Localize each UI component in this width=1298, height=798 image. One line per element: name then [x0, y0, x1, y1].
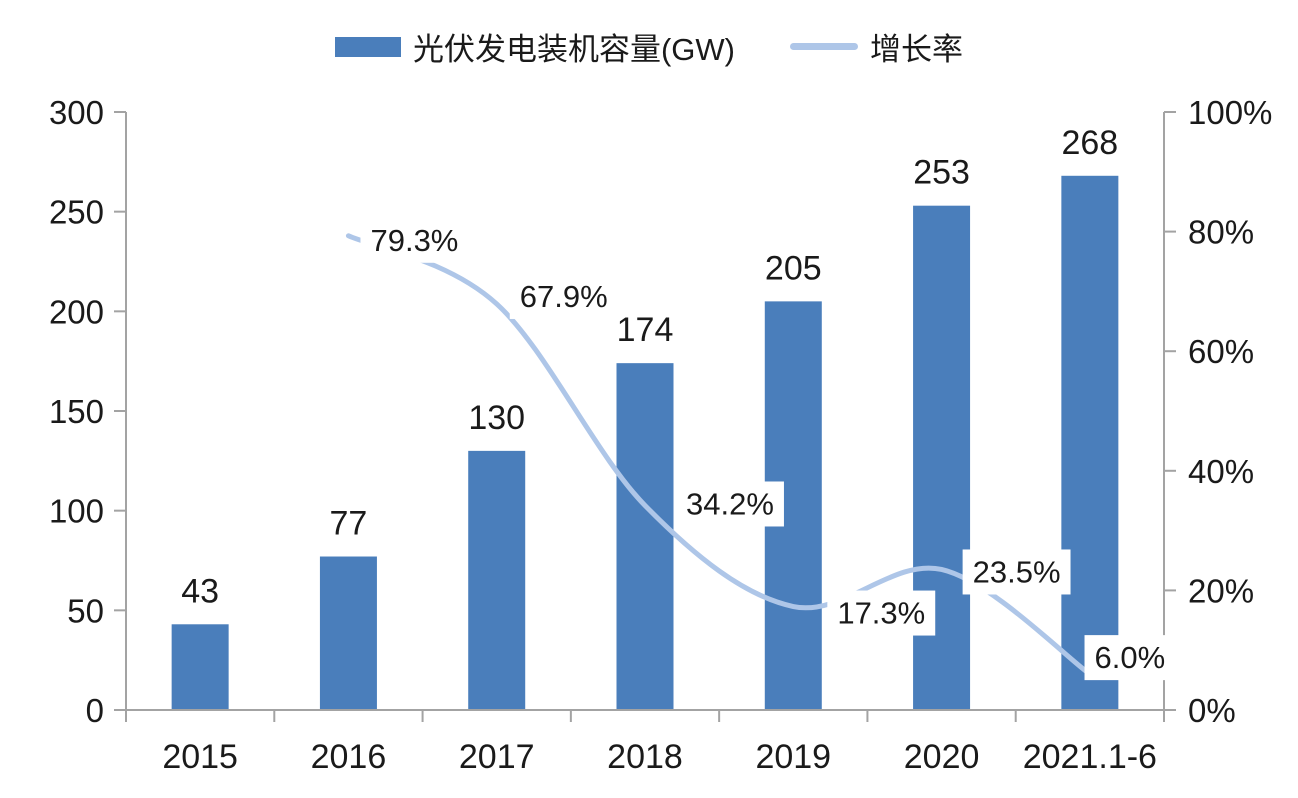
bar-value-label: 43 [181, 572, 219, 610]
left-axis-tick-label: 200 [49, 293, 104, 330]
left-axis-tick-label: 50 [67, 592, 104, 629]
left-axis-tick-label: 250 [49, 194, 104, 231]
line-value-label: 67.9% [520, 279, 608, 314]
x-category-label: 2016 [311, 738, 387, 776]
right-axis-tick-label: 20% [1188, 572, 1254, 609]
legend-item-capacity: 光伏发电装机容量(GW) [334, 24, 736, 69]
bar-2016 [319, 556, 377, 710]
bar-value-label: 174 [617, 311, 674, 349]
x-category-label: 2021.1-6 [1023, 738, 1157, 776]
line-value-label: 6.0% [1095, 640, 1166, 675]
bar-value-label: 268 [1061, 124, 1118, 162]
bar-2021.1-6 [1061, 175, 1119, 710]
bar-value-label: 253 [913, 154, 970, 192]
legend-bar-swatch-icon [334, 36, 401, 57]
left-axis-tick-label: 100 [49, 493, 104, 530]
bar-2017 [468, 450, 526, 710]
x-category-label: 2017 [459, 738, 535, 776]
line-value-label-box [360, 217, 469, 263]
x-category-label: 2018 [607, 738, 683, 776]
growth-rate-line [345, 233, 1093, 677]
bar-value-label: 205 [765, 249, 822, 287]
legend: 光伏发电装机容量(GW) 增长率 [0, 24, 1298, 69]
legend-line-swatch-icon [790, 43, 859, 50]
bar-2015 [171, 624, 229, 710]
right-axis-tick-label: 80% [1188, 214, 1254, 251]
x-category-label: 2020 [904, 738, 980, 776]
line-value-label-box [962, 549, 1071, 595]
x-category-label: 2015 [162, 738, 238, 776]
legend-capacity-label: 光伏发电装机容量(GW) [412, 32, 736, 67]
right-axis-tick-label: 60% [1188, 333, 1254, 370]
right-axis-tick-label: 100% [1188, 94, 1272, 131]
line-value-label: 79.3% [370, 223, 458, 258]
left-axis-tick-label: 0 [86, 692, 104, 729]
line-value-label-box [509, 273, 618, 319]
legend-growth-label: 增长率 [870, 32, 964, 67]
line-value-label: 17.3% [837, 596, 925, 631]
x-category-label: 2019 [755, 738, 831, 776]
legend-item-growth: 增长率 [790, 24, 963, 69]
right-axis-tick-label: 0% [1188, 692, 1236, 729]
right-axis-tick-label: 40% [1188, 453, 1254, 490]
line-value-label: 23.5% [973, 554, 1061, 589]
left-axis-tick-label: 150 [49, 393, 104, 430]
line-value-label-box [827, 590, 936, 636]
line-value-label-box [676, 481, 784, 527]
bar-2018 [616, 363, 674, 710]
left-axis-tick-label: 300 [49, 94, 104, 131]
line-value-label: 34.2% [686, 486, 774, 521]
bar-value-label: 130 [468, 399, 525, 437]
line-value-label-box [1084, 635, 1176, 681]
bar-value-label: 77 [330, 505, 368, 543]
